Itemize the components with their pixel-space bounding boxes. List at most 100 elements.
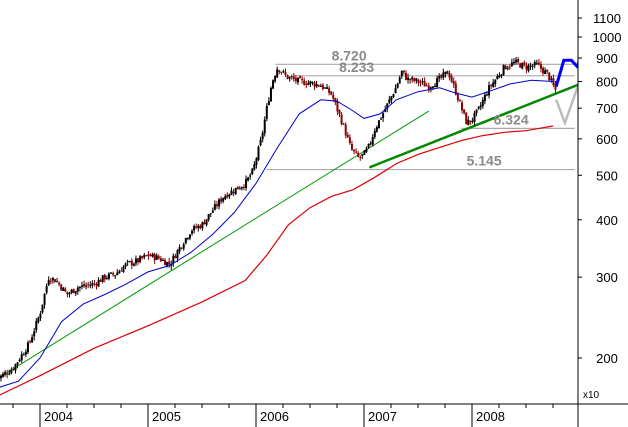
candle-body	[66, 291, 69, 295]
check-mark	[555, 86, 578, 127]
candle-body	[542, 67, 545, 74]
candle-body	[537, 62, 540, 65]
candle-body	[498, 75, 501, 78]
candle-body	[465, 112, 468, 125]
candle-body	[180, 247, 183, 249]
y-tick-label: 200	[596, 351, 618, 366]
y-axis: 200 300 400 500 600 700 800 900 1000 1100	[577, 0, 621, 404]
candle-body	[112, 273, 115, 275]
candle-body	[338, 110, 341, 115]
candle-body	[238, 188, 241, 190]
candle-body	[415, 78, 418, 81]
candle-body	[78, 286, 81, 289]
candle-body	[546, 69, 549, 72]
candle-body	[199, 225, 202, 229]
x-tick-label: 2008	[476, 409, 505, 424]
candle-body	[122, 266, 125, 272]
candle-body	[496, 76, 499, 80]
candle-body	[342, 123, 345, 125]
candle-body	[452, 81, 455, 85]
candle-body	[380, 118, 383, 120]
candle-body	[197, 225, 200, 229]
candle-body	[454, 83, 457, 95]
candle-body	[105, 277, 108, 279]
candlesticks	[0, 56, 557, 382]
candle-body	[128, 261, 131, 263]
candle-body	[193, 225, 196, 231]
candle-body	[456, 94, 459, 101]
candle-body	[413, 78, 416, 81]
candle-body	[434, 85, 437, 88]
candle-body	[120, 270, 123, 272]
candle-body	[20, 354, 23, 361]
candle-body	[438, 76, 441, 79]
candle-body	[203, 222, 206, 225]
candle-body	[554, 83, 557, 90]
candle-body	[247, 177, 250, 181]
x-tick-label: 2005	[152, 409, 181, 424]
candle-body	[448, 73, 451, 78]
candle-body	[550, 78, 553, 80]
candle-body	[259, 139, 262, 146]
candle-body	[155, 255, 158, 260]
candle-body	[6, 373, 9, 375]
candle-body	[436, 78, 439, 87]
candle-body	[4, 372, 7, 375]
candle-body	[409, 78, 412, 81]
candle-body	[103, 274, 106, 280]
candle-body	[274, 76, 277, 82]
candle-body	[261, 132, 264, 140]
candle-body	[188, 234, 191, 239]
candle-body	[145, 255, 148, 257]
candle-body	[508, 66, 511, 68]
candle-body	[49, 280, 52, 282]
candle-body	[328, 88, 331, 93]
candle-body	[463, 109, 466, 113]
candle-body	[70, 289, 73, 293]
candle-body	[475, 109, 478, 113]
x-axis: 2004 2005 2006 2007 2008	[0, 403, 628, 427]
candle-body	[469, 120, 472, 123]
candle-body	[56, 281, 59, 283]
candle-body	[230, 190, 233, 195]
candle-body	[375, 126, 378, 132]
candle-body	[201, 222, 204, 228]
candle-body	[99, 279, 102, 282]
candle-body	[294, 77, 297, 81]
candle-body	[31, 337, 34, 343]
candle-body	[473, 112, 476, 122]
ma-long-line	[0, 125, 554, 396]
candle-body	[159, 258, 162, 262]
candle-body	[184, 237, 187, 244]
candle-body	[305, 83, 308, 86]
candle-body	[369, 143, 372, 145]
candle-body	[340, 114, 343, 125]
candle-body	[510, 62, 513, 66]
candle-body	[288, 76, 291, 79]
candle-body	[8, 373, 11, 375]
candle-body	[461, 102, 464, 111]
candle-body	[76, 287, 79, 292]
candle-body	[14, 364, 17, 371]
candle-body	[411, 77, 414, 80]
candle-body	[0, 375, 2, 379]
candle-body	[18, 359, 21, 362]
candle-body	[141, 256, 144, 258]
candle-body	[62, 287, 65, 292]
candle-body	[373, 130, 376, 137]
candle-body	[116, 272, 119, 276]
candle-body	[423, 81, 426, 87]
candle-body	[483, 94, 486, 102]
candle-body	[234, 187, 237, 195]
candle-body	[58, 282, 61, 285]
candle-body	[60, 284, 63, 291]
candle-body	[286, 74, 289, 79]
candle-body	[153, 254, 156, 261]
candle-body	[535, 62, 538, 64]
candle-body	[269, 87, 272, 102]
candle-body	[444, 71, 447, 74]
candle-body	[396, 83, 399, 89]
candle-body	[64, 288, 67, 292]
projection	[554, 57, 578, 127]
candle-body	[500, 74, 503, 77]
